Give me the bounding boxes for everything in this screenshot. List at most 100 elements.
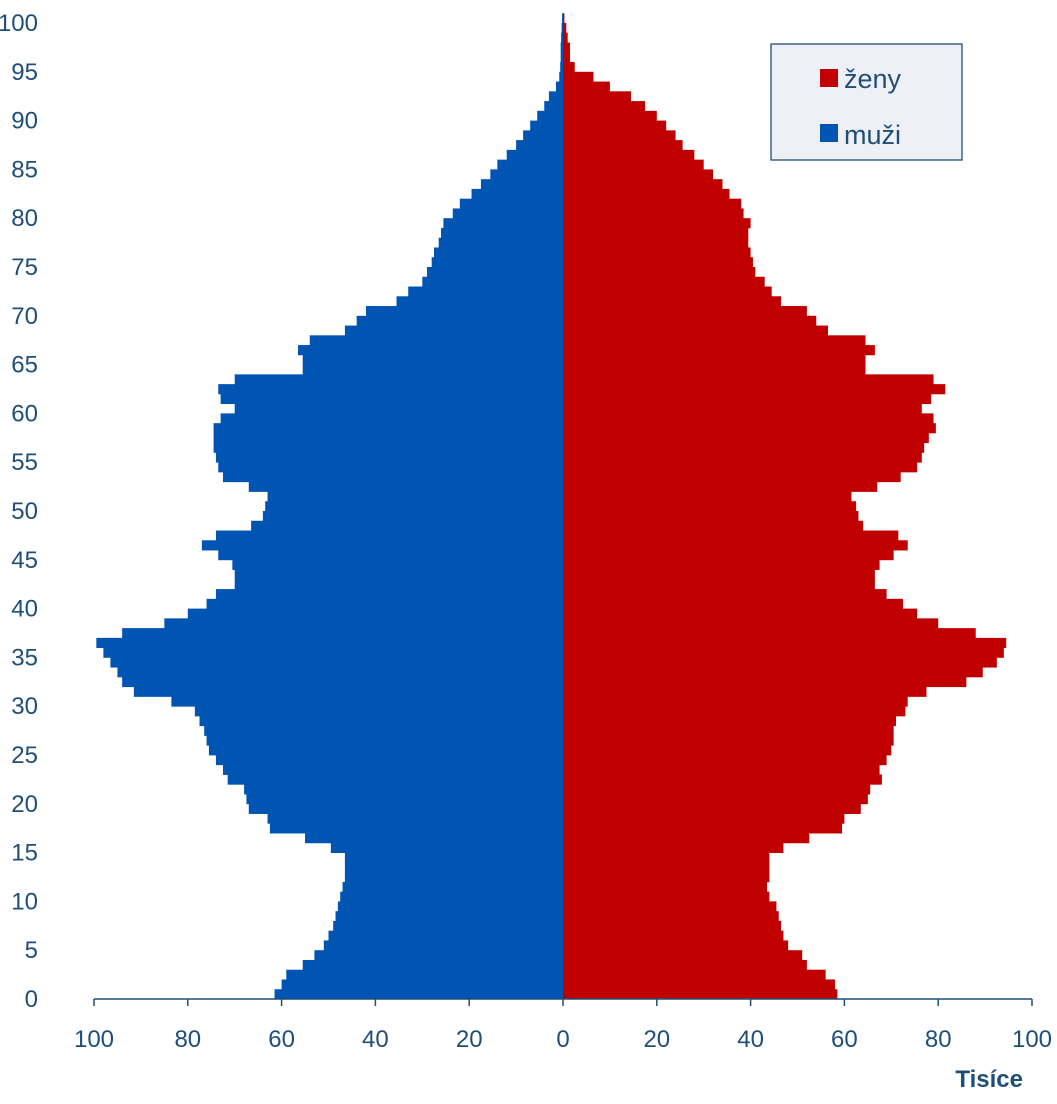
y-tick-label-75: 75 bbox=[11, 254, 38, 281]
bar-muzi-age-9 bbox=[337, 901, 563, 912]
y-tick-label-60: 60 bbox=[11, 400, 38, 427]
bar-muzi-age-36 bbox=[96, 637, 563, 649]
legend-swatch-muzi bbox=[820, 124, 838, 142]
bar-zeny-age-11 bbox=[563, 881, 768, 893]
y-tick-label-25: 25 bbox=[11, 742, 38, 769]
bar-muzi-age-52 bbox=[248, 481, 563, 492]
bar-zeny-age-86 bbox=[563, 149, 695, 161]
bar-muzi-age-62 bbox=[218, 384, 563, 395]
bar-zeny-age-61 bbox=[563, 393, 932, 405]
bar-zeny-age-96 bbox=[563, 52, 571, 63]
bar-zeny-age-63 bbox=[563, 374, 934, 385]
bar-zeny-age-14 bbox=[563, 852, 770, 863]
bar-muzi-age-100 bbox=[562, 13, 563, 24]
bar-muzi-age-87 bbox=[516, 140, 563, 151]
y-tick-label-85: 85 bbox=[11, 156, 38, 183]
bar-zeny-age-90 bbox=[563, 110, 657, 121]
bar-muzi-age-97 bbox=[560, 42, 563, 53]
bar-zeny-age-9 bbox=[563, 901, 777, 912]
bar-muzi-age-73 bbox=[422, 276, 563, 287]
x-unit-label: Tisíce bbox=[955, 1066, 1023, 1093]
bar-muzi-age-90 bbox=[537, 110, 564, 121]
bar-zeny-age-60 bbox=[563, 403, 922, 414]
bar-zeny-age-17 bbox=[563, 823, 843, 834]
bar-muzi-age-30 bbox=[171, 696, 563, 707]
bar-muzi-age-76 bbox=[434, 247, 563, 258]
bar-muzi-age-60 bbox=[234, 403, 563, 414]
y-tick-label-5: 5 bbox=[25, 937, 38, 964]
bar-muzi-age-20 bbox=[246, 794, 564, 805]
bar-muzi-age-61 bbox=[220, 393, 563, 405]
x-tick-label: 100 bbox=[74, 1026, 114, 1053]
bar-zeny-age-23 bbox=[563, 764, 880, 775]
bar-zeny-age-18 bbox=[563, 813, 845, 824]
y-tick-label-0: 0 bbox=[25, 986, 38, 1013]
x-tick-label: 20 bbox=[456, 1026, 483, 1053]
y-tick-label-15: 15 bbox=[11, 840, 38, 867]
bar-muzi-age-15 bbox=[330, 842, 563, 853]
bar-muzi-age-28 bbox=[199, 715, 563, 727]
x-tick-label: 100 bbox=[1012, 1026, 1052, 1053]
bar-zeny-age-62 bbox=[563, 384, 946, 395]
x-tick-label: 80 bbox=[174, 1026, 201, 1053]
bar-muzi-age-86 bbox=[506, 149, 563, 161]
bar-zeny-age-77 bbox=[563, 237, 749, 248]
legend: ženy muži bbox=[770, 43, 963, 161]
bar-muzi-age-0 bbox=[274, 989, 563, 1000]
bar-muzi-age-68 bbox=[344, 325, 563, 336]
bar-zeny-age-54 bbox=[563, 462, 918, 473]
bar-muzi-age-94 bbox=[559, 71, 563, 82]
bar-zeny-age-94 bbox=[563, 71, 594, 82]
bar-zeny-age-85 bbox=[563, 159, 704, 170]
y-tick-label-65: 65 bbox=[11, 352, 38, 379]
bar-zeny-age-57 bbox=[563, 432, 929, 444]
bar-muzi-age-45 bbox=[218, 550, 563, 561]
bar-muzi-age-48 bbox=[251, 520, 564, 531]
bar-zeny-age-99 bbox=[563, 23, 567, 34]
bar-zeny-age-32 bbox=[563, 676, 967, 688]
bar-muzi-age-58 bbox=[213, 423, 563, 434]
bar-muzi-age-78 bbox=[441, 227, 563, 239]
bar-muzi-age-3 bbox=[302, 959, 563, 971]
bar-zeny-age-24 bbox=[563, 755, 887, 766]
bar-zeny-age-27 bbox=[563, 725, 894, 736]
bar-muzi-age-83 bbox=[480, 179, 564, 190]
bar-muzi-age-59 bbox=[220, 413, 563, 424]
x-tick-label: 40 bbox=[362, 1026, 389, 1053]
bar-zeny-age-88 bbox=[563, 130, 676, 141]
y-tick-label-80: 80 bbox=[11, 205, 38, 232]
bar-muzi-age-82 bbox=[471, 188, 563, 200]
bar-muzi-age-25 bbox=[208, 745, 563, 756]
bar-muzi-age-1 bbox=[281, 979, 563, 990]
bar-zeny-age-28 bbox=[563, 715, 896, 727]
bar-zeny-age-38 bbox=[563, 618, 939, 629]
bar-muzi-age-47 bbox=[215, 530, 563, 541]
bar-zeny-age-8 bbox=[563, 911, 779, 922]
bar-muzi-age-96 bbox=[560, 52, 563, 63]
bar-muzi-age-66 bbox=[298, 345, 563, 356]
bar-muzi-age-95 bbox=[560, 62, 563, 73]
bar-zeny-age-98 bbox=[563, 32, 568, 43]
bar-muzi-age-46 bbox=[201, 540, 563, 551]
bar-muzi-age-6 bbox=[328, 930, 563, 941]
bar-zeny-age-47 bbox=[563, 530, 899, 541]
bar-zeny-age-3 bbox=[563, 959, 807, 971]
bar-zeny-age-29 bbox=[563, 706, 906, 717]
bar-zeny-age-34 bbox=[563, 657, 997, 668]
bar-muzi-age-77 bbox=[438, 237, 563, 248]
legend-label-muzi: muži bbox=[844, 120, 901, 150]
bar-zeny-age-7 bbox=[563, 920, 782, 932]
bar-zeny-age-0 bbox=[563, 989, 838, 1000]
bar-zeny-age-70 bbox=[563, 306, 807, 317]
bar-muzi-age-74 bbox=[426, 267, 563, 278]
x-tick-label: 0 bbox=[556, 1026, 569, 1053]
bar-muzi-age-22 bbox=[227, 774, 563, 785]
bar-zeny-age-16 bbox=[563, 833, 810, 844]
bar-zeny-age-68 bbox=[563, 325, 828, 336]
y-tick-label-40: 40 bbox=[11, 596, 38, 623]
bar-muzi-age-89 bbox=[530, 120, 563, 131]
bar-zeny-age-20 bbox=[563, 794, 868, 805]
bar-muzi-age-93 bbox=[555, 81, 564, 92]
bar-zeny-age-87 bbox=[563, 140, 683, 151]
